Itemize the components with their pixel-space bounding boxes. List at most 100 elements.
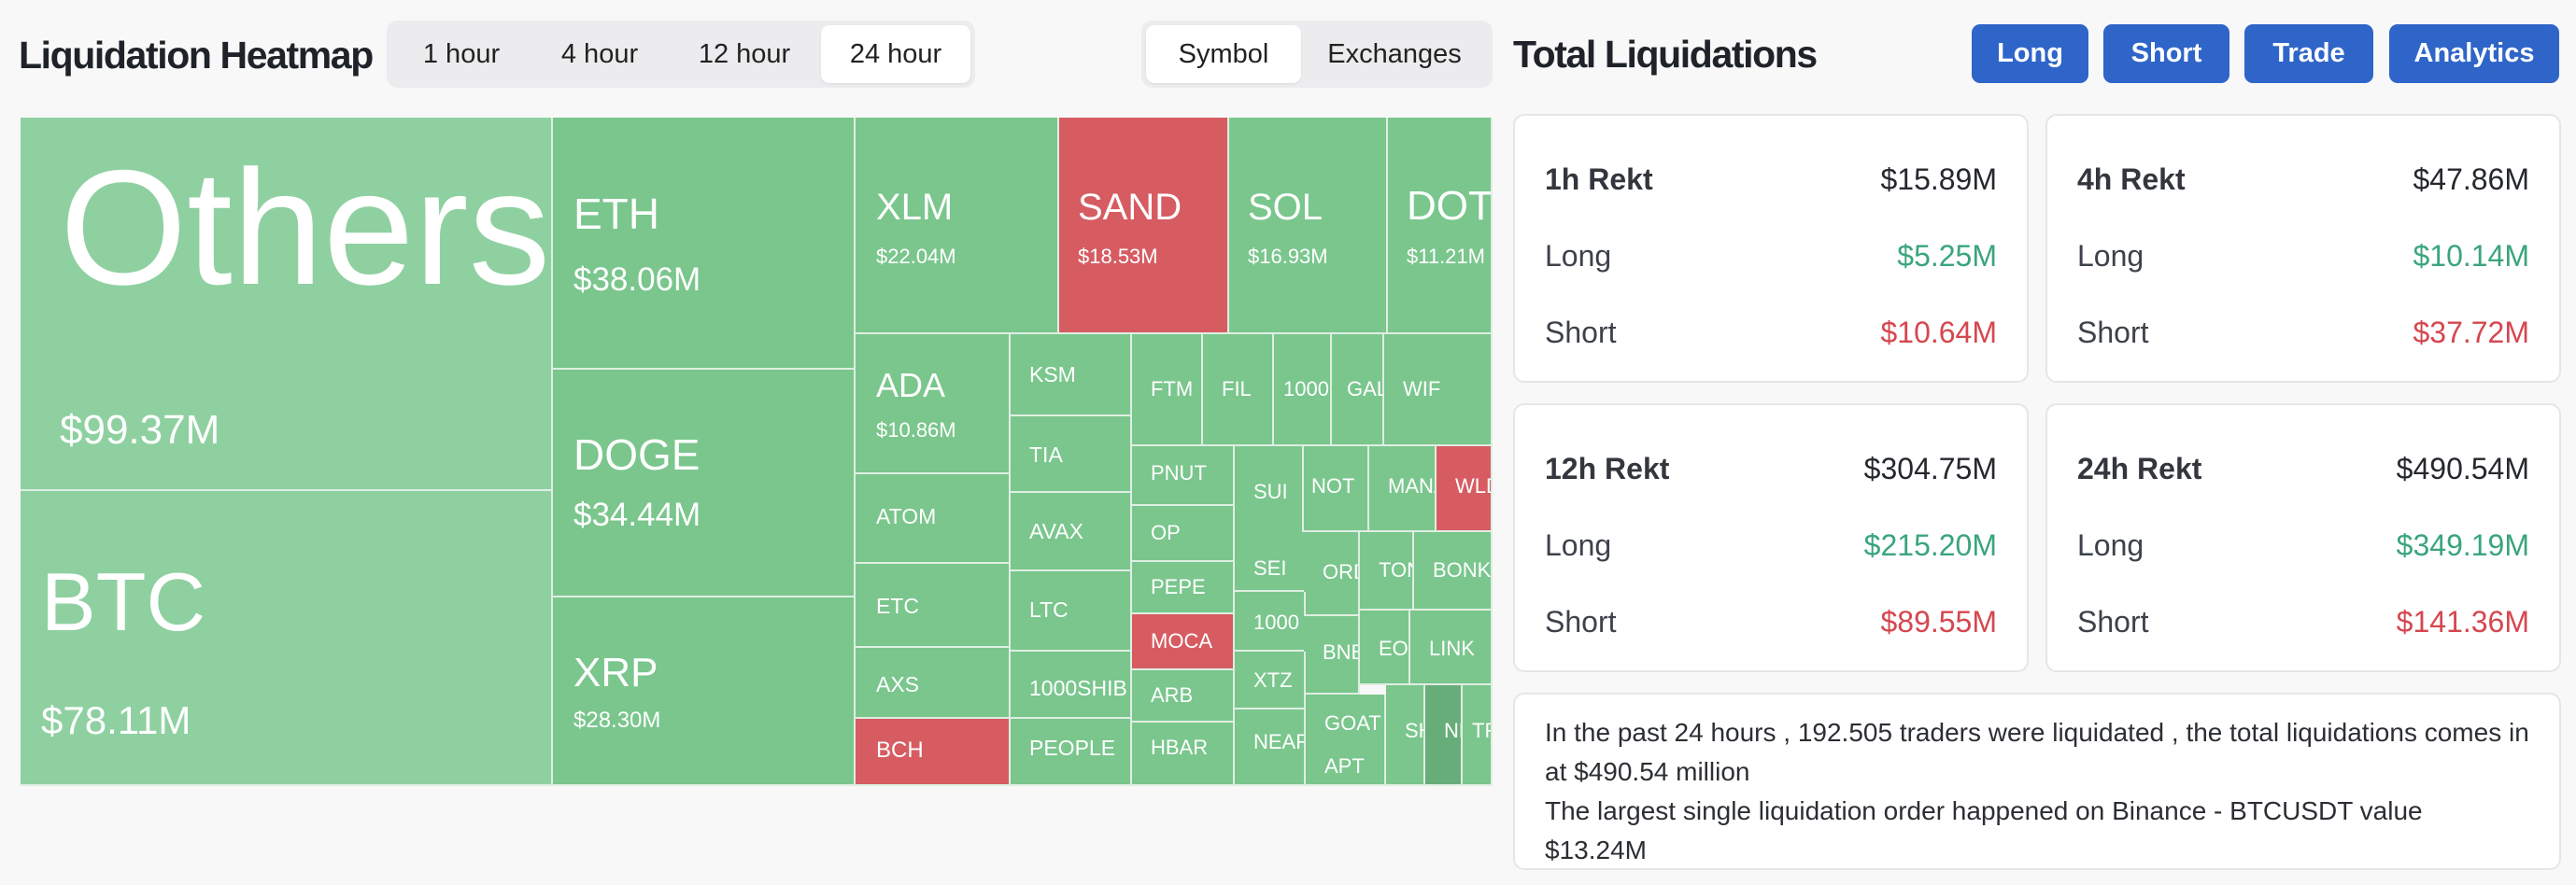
heatmap-tile[interactable]: OP	[1132, 506, 1235, 562]
tab-24-hour[interactable]: 24 hour	[821, 25, 970, 83]
tile-symbol: XLM	[876, 187, 954, 228]
heatmap-tile[interactable]: 1000PEPE	[1274, 334, 1332, 446]
rekt-card-24h: 24h Rekt $490.54M Long $349.19M Short $141.…	[2045, 403, 2561, 672]
view-tabs: Symbol Exchanges	[1141, 21, 1493, 88]
tile-symbol: PNUT	[1151, 461, 1207, 485]
heatmap-tile[interactable]: MANA	[1369, 446, 1437, 532]
short-value: $10.64M	[1880, 316, 1997, 349]
tile-symbol: GALA	[1347, 377, 1382, 400]
tab-symbol[interactable]: Symbol	[1146, 25, 1301, 83]
heatmap-tile[interactable]: 1000SHIB	[1011, 652, 1132, 719]
heatmap-tile[interactable]: SOL $16.93M	[1229, 118, 1388, 334]
tile-symbol: MANA	[1388, 474, 1435, 498]
heatmap-tile[interactable]: ORDI	[1304, 532, 1360, 616]
page-title: Liquidation Heatmap	[19, 34, 374, 77]
card-label: 1h Rekt	[1545, 162, 1653, 196]
heatmap-tile[interactable]: BNB	[1304, 616, 1360, 695]
rekt-card-12h: 12h Rekt $304.75M Long $215.20M Short $89.5…	[1513, 403, 2029, 672]
heatmap-tile[interactable]: SAND $18.53M	[1059, 118, 1229, 334]
liquidation-heatmap: Others $99.37M BTC $78.11M ETH $38.06M DOGE $34…	[21, 118, 1493, 786]
tile-symbol: AVAX	[1029, 519, 1083, 543]
heatmap-tile[interactable]: AXS	[856, 648, 1011, 719]
tab-exchanges[interactable]: Exchanges	[1327, 39, 1462, 69]
heatmap-tile[interactable]: ARB	[1132, 670, 1235, 723]
short-button[interactable]: Short	[2103, 24, 2229, 83]
tile-symbol: EOS	[1379, 637, 1408, 660]
heatmap-tile[interactable]: LTC	[1011, 571, 1132, 652]
card-label: 12h Rekt	[1545, 452, 1670, 485]
total-liquidations-title: Total Liquidations	[1513, 33, 1818, 76]
short-label: Short	[2077, 316, 2149, 349]
heatmap-tile[interactable]: PEOPLE	[1011, 719, 1132, 786]
trade-button[interactable]: Trade	[2244, 24, 2373, 83]
heatmap-tile[interactable]: WLD	[1437, 446, 1493, 532]
heatmap-tile[interactable]: Others $99.37M	[21, 118, 553, 491]
heatmap-tile[interactable]: TON	[1360, 532, 1414, 611]
analytics-button[interactable]: Analytics	[2389, 24, 2559, 83]
tab-4-hour[interactable]: 4 hour	[560, 39, 639, 69]
long-value: $5.25M	[1897, 239, 1997, 273]
heatmap-tile[interactable]: XLM $22.04M	[856, 118, 1059, 334]
heatmap-tile[interactable]: KSM	[1011, 334, 1132, 416]
heatmap-tile[interactable]: FIL	[1203, 334, 1274, 446]
heatmap-tile[interactable]: TIA	[1011, 416, 1132, 493]
heatmap-tile[interactable]: BONK	[1414, 532, 1493, 611]
tile-symbol: DOGE	[573, 430, 701, 479]
heatmap-tile[interactable]: DOT $11.21M	[1388, 118, 1493, 334]
rekt-card-1h: 1h Rekt $15.89M Long $5.25M Short $10.64M	[1513, 114, 2029, 383]
tile-symbol: KSM	[1029, 362, 1076, 386]
heatmap-tile[interactable]: HBAR	[1132, 723, 1235, 786]
heatmap-tile[interactable]: ETC	[856, 564, 1011, 648]
heatmap-tile[interactable]: SEI	[1235, 532, 1306, 592]
tile-symbol: HBAR	[1151, 736, 1209, 759]
heatmap-tile[interactable]: BTC $78.11M	[21, 491, 553, 786]
card-label: 24h Rekt	[2077, 452, 2202, 485]
tile-symbol: ATOM	[876, 504, 937, 528]
heatmap-tile[interactable]: WIF	[1384, 334, 1493, 446]
tile-value: $34.44M	[573, 497, 701, 533]
short-label: Short	[1545, 605, 1617, 639]
heatmap-tile[interactable]: XTZ	[1235, 652, 1306, 709]
tile-symbol: DOT	[1407, 183, 1493, 229]
heatmap-tile[interactable]: NEIRO	[1425, 685, 1463, 786]
heatmap-tile[interactable]: PNUT	[1132, 446, 1235, 506]
card-total: $47.86M	[2413, 162, 2529, 196]
tile-value: $38.06M	[573, 261, 701, 298]
tab-12-hour[interactable]: 12 hour	[698, 39, 791, 69]
tab-1-hour[interactable]: 1 hour	[422, 39, 501, 69]
tile-symbol: ORDI	[1323, 560, 1358, 583]
tile-value: $11.21M	[1407, 245, 1485, 268]
heatmap-tile[interactable]: ATOM	[856, 474, 1011, 564]
heatmap-tile[interactable]: ETH $38.06M	[553, 118, 856, 370]
heatmap-tile[interactable]: XRP $28.30M	[553, 597, 856, 786]
tile-symbol: TIA	[1029, 442, 1063, 467]
tile-symbol: NEIRO	[1444, 719, 1461, 742]
heatmap-tile[interactable]: NOT	[1304, 446, 1369, 532]
long-button[interactable]: Long	[1972, 24, 2088, 83]
card-label: 4h Rekt	[2077, 162, 2186, 196]
tile-symbol: ETC	[876, 594, 919, 618]
heatmap-tile[interactable]: TRX	[1463, 685, 1493, 786]
heatmap-tile[interactable]: PEPE	[1132, 562, 1235, 614]
card-total: $15.89M	[1880, 162, 1997, 196]
tile-symbol: BCH	[876, 738, 924, 763]
heatmap-tile[interactable]: SHIB	[1386, 685, 1425, 786]
heatmap-tile[interactable]: LINK	[1410, 611, 1493, 685]
heatmap-tile[interactable]: FTM	[1132, 334, 1203, 446]
tile-symbol: PEOPLE	[1029, 736, 1116, 760]
heatmap-tile[interactable]: BCH	[856, 719, 1011, 786]
tile-value: $28.30M	[573, 708, 661, 733]
tile-symbol: FIL	[1222, 377, 1252, 400]
tile-symbol: MOCA	[1151, 629, 1212, 653]
heatmap-tile[interactable]: NEAR	[1235, 709, 1306, 786]
heatmap-tile[interactable]: ADA $10.86M	[856, 334, 1011, 474]
heatmap-tile[interactable]: APT	[1306, 752, 1386, 786]
heatmap-tile[interactable]: DOGE $34.44M	[553, 370, 856, 597]
heatmap-tile[interactable]: 1000	[1235, 592, 1306, 652]
heatmap-tile[interactable]: EOS	[1360, 611, 1410, 685]
tile-symbol: ETH	[573, 190, 659, 238]
heatmap-tile[interactable]: AVAX	[1011, 493, 1132, 571]
tile-symbol: TON	[1379, 558, 1412, 582]
heatmap-tile[interactable]: MOCA	[1132, 614, 1235, 670]
heatmap-tile[interactable]: GALA	[1332, 334, 1384, 446]
